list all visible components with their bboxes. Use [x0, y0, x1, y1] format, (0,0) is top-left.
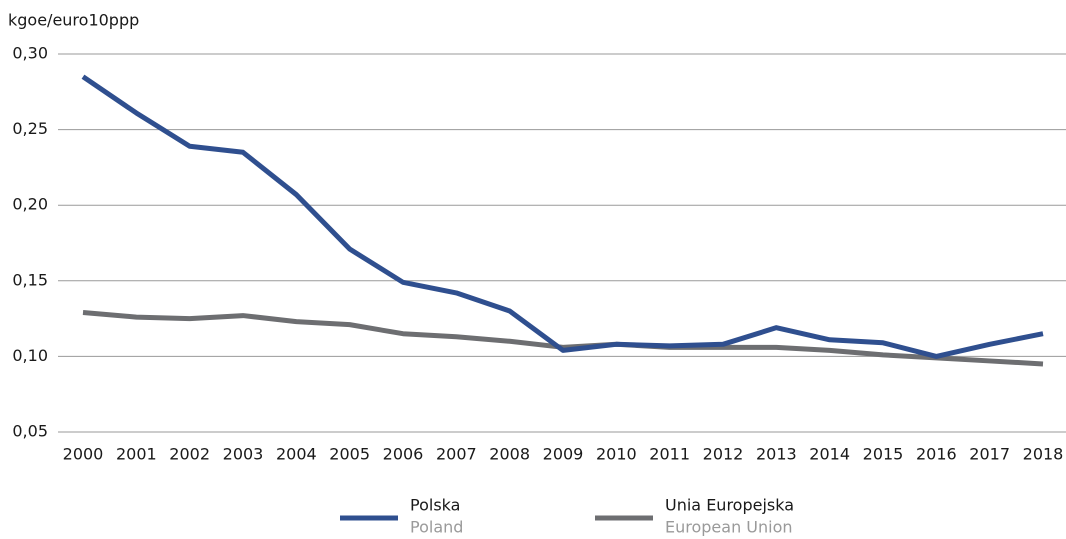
- series-line: [81, 74, 1044, 359]
- legend-label: Unia Europejska: [665, 496, 794, 515]
- y-tick-label: 0,20: [12, 195, 48, 214]
- x-tick-label: 2018: [1023, 445, 1064, 464]
- x-tick-label: 2016: [916, 445, 957, 464]
- y-tick-label: 0,30: [12, 44, 48, 63]
- legend-sublabel: European Union: [665, 518, 793, 537]
- y-tick-label: 0,10: [12, 346, 48, 365]
- y-axis-label: kgoe/euro10ppp: [8, 11, 139, 30]
- x-tick-label: 2011: [649, 445, 690, 464]
- y-tick-label: 0,15: [12, 270, 48, 289]
- x-tick-label: 2014: [809, 445, 850, 464]
- x-tick-label: 2000: [63, 445, 104, 464]
- x-tick-label: 2001: [116, 445, 157, 464]
- x-tick-label: 2003: [223, 445, 264, 464]
- x-tick-label: 2008: [489, 445, 530, 464]
- x-tick-label: 2002: [169, 445, 210, 464]
- x-tick-label: 2005: [329, 445, 370, 464]
- legend-sublabel: Poland: [410, 518, 463, 537]
- x-tick-label: 2013: [756, 445, 797, 464]
- x-tick-label: 2010: [596, 445, 637, 464]
- x-tick-label: 2009: [543, 445, 584, 464]
- x-tick-label: 2017: [969, 445, 1010, 464]
- x-tick-label: 2006: [383, 445, 424, 464]
- x-tick-label: 2015: [863, 445, 904, 464]
- x-tick-label: 2004: [276, 445, 317, 464]
- x-tick-label: 2007: [436, 445, 477, 464]
- y-tick-label: 0,25: [12, 119, 48, 138]
- y-tick-label: 0,05: [12, 422, 48, 441]
- x-tick-label: 2012: [703, 445, 744, 464]
- legend-label: Polska: [410, 496, 460, 515]
